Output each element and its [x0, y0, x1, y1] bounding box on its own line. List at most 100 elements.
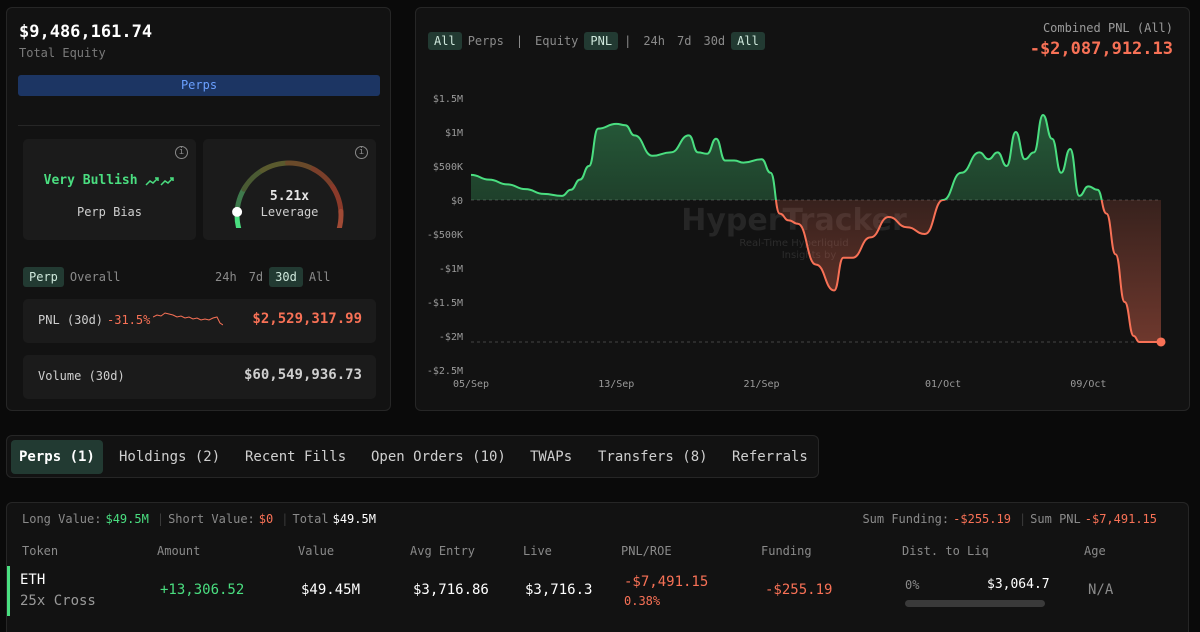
scope-perp-button[interactable]: Perp: [23, 267, 64, 287]
pnl-30d-row: PNL (30d) -31.5% $2,529,317.99: [23, 299, 376, 343]
x-tick-label: 01/Oct: [925, 379, 961, 390]
col-header-pnl-roe[interactable]: PNL/ROE: [621, 544, 672, 558]
volume-30d-value: $60,549,936.73: [243, 367, 362, 383]
chart-tab-7d[interactable]: 7d: [677, 34, 692, 48]
col-header-funding[interactable]: Funding: [761, 544, 812, 558]
funding-summary: Sum Funding: -$255.19 | Sum PNL -$7,491.15: [862, 512, 1157, 526]
y-tick-label: $1M: [445, 128, 463, 139]
total-equity-label: Total Equity: [19, 46, 106, 60]
tab-separator: |: [515, 34, 524, 48]
col-header-token[interactable]: Token: [22, 544, 59, 558]
col-header-live[interactable]: Live: [523, 544, 552, 558]
total-equity-value: $9,486,161.74: [19, 22, 153, 42]
col-header-value[interactable]: Value: [298, 544, 335, 558]
y-tick-label: -$1.5M: [427, 298, 463, 309]
position-summary: Long Value: $49.5M | Short Value: $0 | Total $4…: [22, 512, 376, 526]
volume-30d-label: Volume (30d): [38, 369, 125, 383]
long-value: $49.5M: [105, 512, 149, 526]
chart-tab-equity[interactable]: Equity: [535, 34, 579, 48]
tab-perps[interactable]: Perps (1): [11, 440, 103, 474]
position-avg-entry: $3,716.86: [413, 582, 489, 598]
positions-tab-bar: Perps (1) Holdings (2) Recent Fills Open…: [6, 435, 819, 478]
col-header-amount[interactable]: Amount: [157, 544, 201, 558]
chart-filter-tabs: All Perps | Equity PNL | 24h 7d 30d All: [428, 32, 765, 50]
tab-open-orders[interactable]: Open Orders (10): [371, 449, 506, 465]
combined-pnl-label: Combined PNL (All): [1042, 21, 1173, 35]
area-negative: [471, 200, 1161, 342]
tab-referrals[interactable]: Referrals: [732, 449, 808, 465]
total-value-label: Total: [292, 512, 329, 526]
series-line-positive: [470, 113, 1103, 200]
positions-panel: Long Value: $49.5M | Short Value: $0 | Total $4…: [6, 502, 1189, 632]
position-value: $49.45M: [301, 582, 361, 598]
y-tick-label: -$2.5M: [427, 366, 463, 377]
perp-bias-label: Perp Bias: [76, 205, 143, 219]
tab-transfers[interactable]: Transfers (8): [598, 449, 708, 465]
leverage-card: i 5.21x Leverage: [203, 139, 376, 240]
last-point: [1156, 337, 1166, 347]
trending-up-icon: [145, 176, 175, 186]
pnl-30d-label: PNL (30d): [38, 313, 104, 327]
long-value-label: Long Value:: [22, 512, 102, 526]
chart-tab-pnl[interactable]: PNL: [584, 32, 619, 50]
perp-bias-text: Very Bullish: [43, 173, 138, 188]
short-value-label: Short Value:: [168, 512, 255, 526]
tab-separator: |: [624, 34, 632, 48]
col-header-age[interactable]: Age: [1084, 544, 1106, 558]
col-header-dist-to-liq[interactable]: Dist. to Liq: [902, 544, 989, 558]
account-summary-panel: $9,486,161.74 Total Equity Perps i Very …: [6, 7, 391, 411]
gauge-segment: [336, 208, 344, 228]
position-roe: 0.38%: [624, 594, 661, 608]
position-live-price: $3,716.3: [525, 582, 593, 598]
info-icon[interactable]: i: [175, 146, 188, 159]
col-header-avg-entry[interactable]: Avg Entry: [410, 544, 476, 558]
total-value: $49.5M: [332, 512, 376, 526]
x-tick-label: 05/Sep: [453, 379, 489, 390]
liq-price: $3,064.7: [987, 577, 1050, 592]
pnl-chart-panel: HyperTrackerReal-Time HyperliquidInsight…: [415, 7, 1190, 411]
chart-tab-perps[interactable]: Perps: [467, 34, 504, 48]
period-all-button[interactable]: All: [308, 270, 331, 284]
area-positive: [471, 115, 1161, 200]
position-funding: -$255.19: [765, 582, 833, 598]
scope-overall-button[interactable]: Overall: [69, 270, 121, 284]
tab-twaps[interactable]: TWAPs: [530, 449, 573, 465]
sum-pnl-label: Sum PNL: [1030, 512, 1081, 526]
tab-recent-fills[interactable]: Recent Fills: [245, 449, 347, 465]
pnl-30d-percent: -31.5%: [107, 313, 151, 327]
position-leverage: 25x Cross: [20, 593, 96, 609]
sum-pnl-value: -$7,491.15: [1084, 512, 1157, 526]
gauge-indicator: [232, 206, 243, 217]
perp-bias-card: i Very Bullish Perp Bias: [23, 139, 196, 240]
sum-funding-value: -$255.19: [953, 512, 1011, 526]
watermark-line: Real-Time Hyperliquid: [739, 238, 848, 249]
leverage-gauge: [232, 160, 344, 228]
chart-tab-all-period[interactable]: All: [731, 32, 765, 50]
tab-holdings[interactable]: Holdings (2): [119, 449, 221, 465]
chart-tab-30d[interactable]: 30d: [703, 34, 726, 48]
sum-funding-label: Sum Funding:: [862, 512, 950, 526]
period-toggle: 24h 7d 30d All: [209, 267, 337, 287]
y-tick-label: -$2M: [439, 332, 463, 343]
leverage-value: 5.21x: [269, 189, 310, 204]
period-30d-button[interactable]: 30d: [269, 267, 303, 287]
liq-distance-bar: [905, 600, 1045, 607]
period-24h-button[interactable]: 24h: [215, 270, 237, 284]
volume-30d-row: Volume (30d) $60,549,936.73: [23, 355, 376, 399]
y-tick-label: $500K: [433, 162, 463, 173]
chart-tab-all[interactable]: All: [428, 32, 462, 50]
long-position-indicator: [7, 566, 10, 616]
pnl-30d-value: $2,529,317.99: [252, 311, 362, 327]
x-tick-label: 13/Sep: [598, 379, 634, 390]
pnl-chart: HyperTrackerReal-Time HyperliquidInsight…: [427, 94, 1166, 390]
perps-allocation-bar[interactable]: Perps: [18, 75, 380, 96]
position-amount: +13,306.52: [160, 582, 245, 598]
position-pnl: -$7,491.15: [624, 574, 709, 590]
y-tick-label: -$500K: [427, 230, 463, 241]
position-token[interactable]: ETH: [20, 572, 46, 588]
x-tick-label: 21/Sep: [743, 379, 779, 390]
chart-tab-24h[interactable]: 24h: [643, 34, 666, 48]
period-7d-button[interactable]: 7d: [248, 270, 264, 284]
short-value: $0: [258, 512, 274, 526]
info-icon[interactable]: i: [355, 146, 368, 159]
